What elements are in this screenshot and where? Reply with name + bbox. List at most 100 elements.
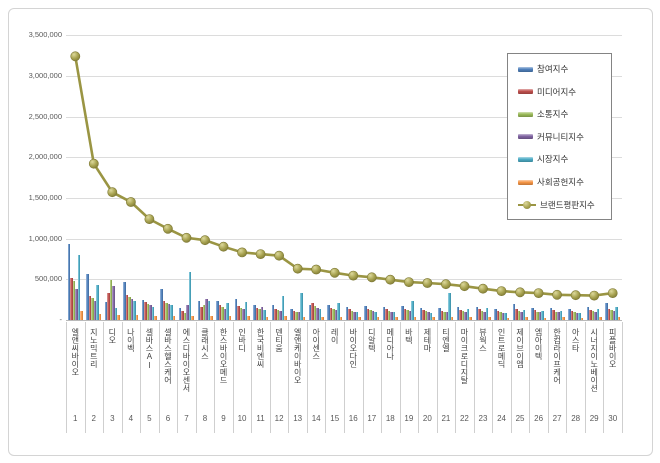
bar-shading: [494, 308, 497, 320]
rank-label: 12: [274, 414, 284, 423]
brand-index-marker: [422, 278, 433, 288]
bar-소통지수: [610, 310, 613, 320]
bar-커뮤니티지수: [186, 305, 189, 320]
bar-shading: [210, 315, 213, 320]
bar-shading: [300, 293, 303, 320]
bar-사회공헌지수: [562, 317, 565, 320]
bar-사회공헌지수: [302, 316, 306, 320]
rank-label: 4: [128, 414, 134, 423]
bar-shading: [160, 289, 163, 320]
bar-커뮤니티지수: [464, 311, 467, 320]
rank-label: 15: [330, 414, 340, 423]
bar-shading: [350, 310, 354, 320]
brand-index-marker: [311, 264, 322, 275]
bar-참여지수: [104, 302, 108, 320]
bar-소통지수: [146, 303, 150, 320]
bar-shading: [438, 308, 441, 320]
bar-shading: [70, 277, 73, 320]
rank-label: 7: [184, 414, 189, 423]
bar-shading: [170, 305, 173, 320]
bar-참여지수: [568, 309, 571, 320]
bar-shading: [167, 303, 171, 320]
legend-swatch-bar: [518, 134, 533, 140]
bar-참여지수: [382, 307, 386, 320]
bar-참여지수: [160, 289, 163, 320]
bar-커뮤니티지수: [427, 311, 430, 320]
bar-미디어지수: [440, 310, 444, 320]
category-label-text: 한스바이오메드: [219, 328, 229, 384]
category-separator: [325, 322, 327, 433]
bar-shading: [281, 296, 285, 320]
bar-shading: [411, 300, 414, 320]
category-separator: [251, 322, 253, 433]
bar-소통지수: [183, 312, 187, 320]
bar-shading: [297, 312, 301, 320]
bar-시장지수: [77, 254, 81, 320]
rank-label: 21: [441, 414, 451, 423]
bar-미디어지수: [403, 308, 407, 320]
y-axis-tick-label: 1,500,000: [28, 192, 62, 202]
bar-미디어지수: [70, 277, 73, 320]
bar-shading: [200, 307, 203, 320]
bar-미디어지수: [533, 310, 537, 320]
rank-label: 18: [385, 414, 395, 423]
bar-shading: [292, 311, 296, 320]
category-label-text: 아이센스: [311, 328, 321, 360]
bar-사회공헌지수: [395, 317, 398, 320]
bar-shading: [284, 316, 287, 320]
bar-미디어지수: [496, 310, 500, 320]
bar-참여지수: [216, 301, 219, 320]
bar-shading: [276, 310, 280, 320]
bar-shading: [149, 304, 152, 320]
bar-미디어지수: [311, 302, 314, 320]
bar-shading: [221, 307, 224, 320]
bar-shading: [549, 308, 553, 320]
bar-커뮤니티지수: [112, 285, 115, 320]
legend: 참여지수 미디어지수 소통지수 커뮤니티지수 시장지수 사회공헌지수 브랜드평판지수: [507, 53, 612, 220]
bar-참여지수: [345, 306, 349, 320]
bar-커뮤니티지수: [520, 311, 523, 320]
category-label-text: 덴티움: [274, 328, 284, 352]
bar-shading: [107, 293, 110, 320]
bar-사회공헌지수: [154, 315, 157, 320]
bar-커뮤니티지수: [260, 307, 264, 320]
bar-shading: [247, 316, 250, 320]
category-separator: [121, 322, 123, 433]
bar-shading: [117, 315, 120, 320]
legend-swatch-bar: [518, 89, 533, 95]
bar-미디어지수: [589, 309, 592, 320]
bar-shading: [596, 309, 600, 320]
bar-참여지수: [456, 307, 460, 320]
bar-shading: [216, 301, 219, 320]
bar-참여지수: [475, 307, 478, 320]
bar-shading: [371, 311, 375, 320]
category-separator: [344, 322, 345, 433]
legend-swatch-line: [518, 200, 536, 209]
brand-index-marker: [533, 288, 544, 298]
bar-shading: [290, 308, 293, 320]
bar-shading: [274, 308, 277, 320]
category-separator: [158, 322, 160, 433]
bar-참여지수: [327, 305, 330, 320]
bar-shading: [327, 305, 330, 320]
brand-index-marker: [70, 51, 81, 62]
bar-미디어지수: [515, 309, 518, 320]
category-label: 디오: [103, 328, 122, 416]
bar-사회공헌지수: [450, 317, 454, 320]
bar-커뮤니티지수: [371, 311, 375, 320]
bar-shading: [75, 289, 78, 320]
bar-참여지수: [67, 244, 71, 320]
category-label-text: 뷰웍스: [478, 328, 488, 352]
bar-shading: [265, 316, 269, 320]
bar-shading: [239, 307, 243, 320]
brand-index-marker: [144, 214, 155, 224]
bar-커뮤니티지수: [575, 312, 579, 320]
bar-소통지수: [332, 309, 335, 320]
bar-참여지수: [438, 308, 441, 320]
bar-커뮤니티지수: [501, 312, 505, 320]
bar-참여지수: [271, 305, 275, 320]
rank-label: 20: [422, 414, 432, 423]
bar-shading: [358, 317, 361, 320]
category-separator: [418, 322, 420, 433]
category-label-text: 디알텍: [367, 328, 377, 352]
